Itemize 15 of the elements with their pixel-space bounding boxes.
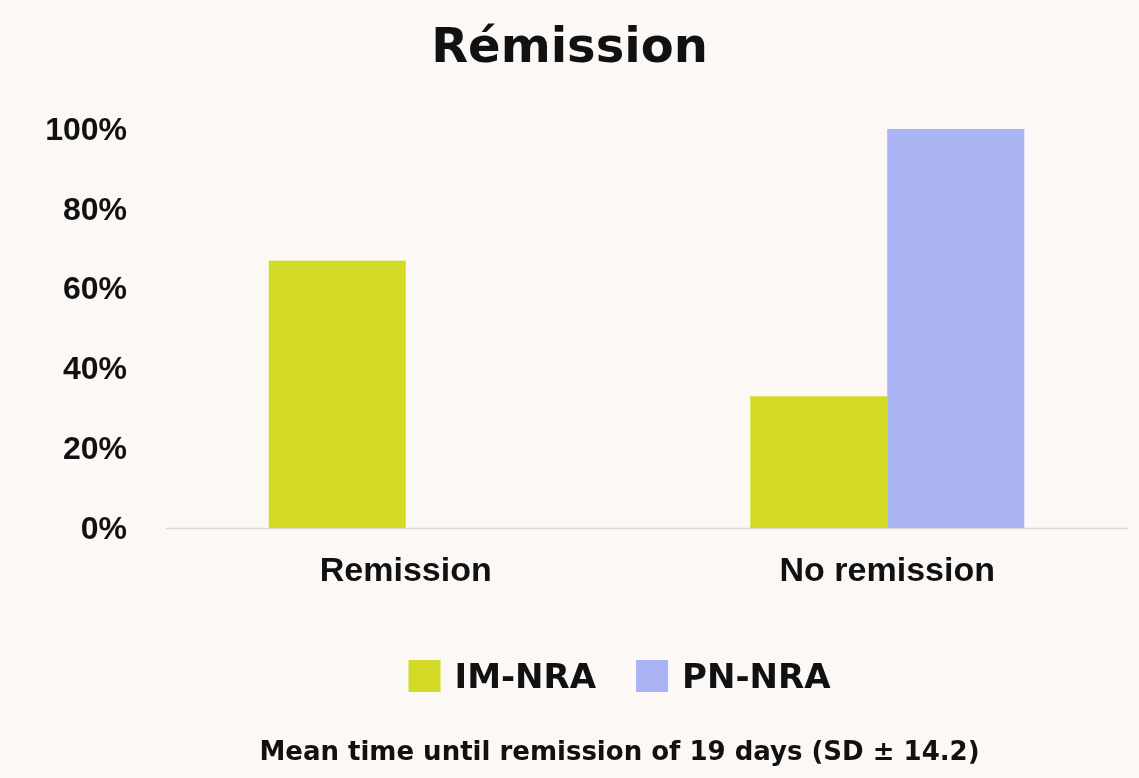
x-tick-label: No remission bbox=[779, 550, 995, 588]
y-tick-label: 80% bbox=[62, 190, 127, 227]
legend-label: PN-NRA bbox=[682, 656, 832, 696]
bar bbox=[268, 260, 406, 528]
y-tick-label: 20% bbox=[62, 429, 127, 466]
y-tick-label: 0% bbox=[80, 509, 127, 546]
legend-label: IM-NRA bbox=[454, 656, 597, 696]
bar bbox=[887, 129, 1025, 528]
text: Mean time until remission of 19 days (SD ± 14.2) bbox=[259, 736, 980, 766]
chart-title: Rémission bbox=[431, 17, 708, 73]
y-tick-label: 60% bbox=[62, 270, 127, 307]
x-tick-label: Remission bbox=[319, 550, 492, 588]
bar bbox=[750, 396, 888, 528]
y-tick-label: 100% bbox=[45, 110, 127, 147]
y-tick-label: 40% bbox=[62, 350, 127, 387]
